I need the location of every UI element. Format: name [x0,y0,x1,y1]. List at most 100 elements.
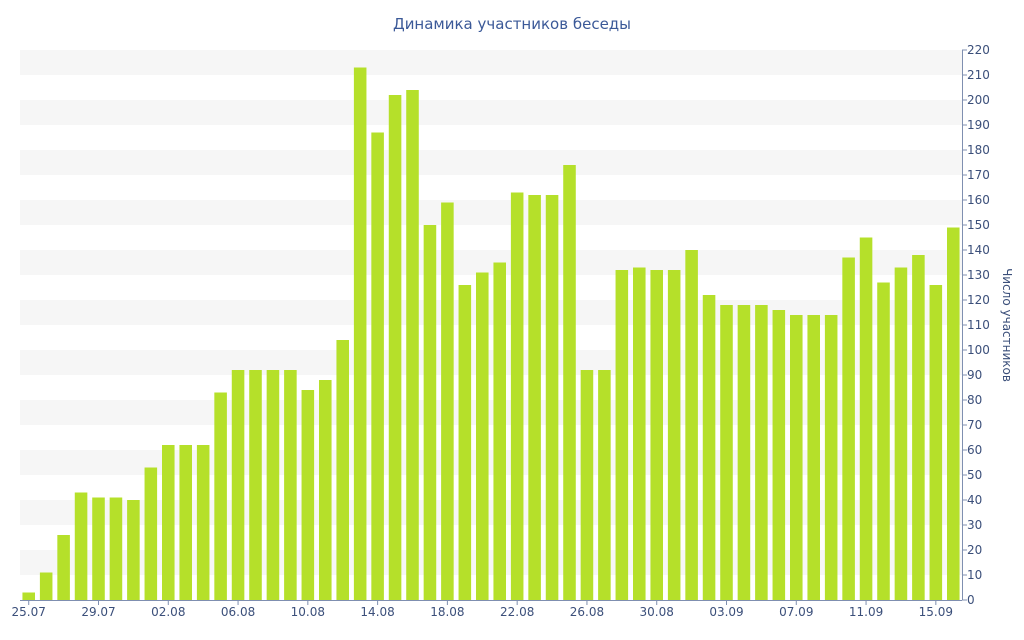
bar-08.08 [266,370,280,600]
bar-16.09 [947,227,960,600]
x-tick-label: 18.08 [430,605,464,619]
bar-18.08 [441,202,454,600]
x-tick-label: 03.09 [709,605,743,619]
y-tick-label: 170 [967,168,990,182]
y-tick-label: 110 [967,318,990,332]
y-tick-label: 30 [967,518,982,532]
bar-11.09 [859,237,873,600]
y-tick-label: 210 [967,68,990,82]
bar-08.09 [807,315,820,600]
bar-20.08 [476,272,489,600]
x-tick-label: 07.09 [779,605,813,619]
bar-03.09 [720,305,733,600]
y-tick-label: 50 [967,468,982,482]
bar-27.08 [598,370,611,600]
bar-15.08 [388,95,402,600]
grid-band [20,100,962,125]
y-tick-label: 150 [967,218,990,232]
bar-29.07 [92,497,105,600]
bar-30.07 [109,497,123,600]
grid-band [20,450,962,475]
x-tick-label: 30.08 [640,605,674,619]
bar-31.08 [667,270,681,600]
grid-band [20,250,962,275]
bar-30.08 [650,270,663,600]
bar-29.08 [633,267,646,600]
bar-02.08 [162,445,175,600]
bar-15.09 [929,285,943,600]
grid-band [20,150,962,175]
bar-26.07 [39,572,53,600]
grid-band [20,200,962,225]
y-tick-label: 180 [967,143,990,157]
x-tick-label: 10.08 [291,605,325,619]
bar-09.08 [284,370,297,600]
y-tick-label: 10 [967,568,982,582]
bar-09.09 [824,315,838,600]
y-tick-label: 80 [967,393,982,407]
bar-10.09 [842,257,855,600]
bar-22.08 [510,192,524,600]
y-tick-label: 40 [967,493,982,507]
bar-01.08 [144,467,158,600]
bar-21.08 [493,262,506,600]
grid-band [20,350,962,375]
y-tick-label: 90 [967,368,982,382]
bar-07.09 [790,315,803,600]
bar-11.08 [319,380,332,600]
bar-16.08 [406,90,419,600]
grid-band [20,550,962,575]
bar-05.09 [755,305,768,600]
bar-28.07 [74,492,88,600]
y-tick-label: 20 [967,543,982,557]
bar-13.09 [894,267,908,600]
x-tick-label: 29.07 [81,605,115,619]
x-tick-label: 14.08 [360,605,394,619]
bar-31.07 [127,500,140,600]
bar-06.08 [231,370,245,600]
bar-02.09 [702,295,716,600]
y-tick-label: 130 [967,268,990,282]
bar-05.08 [214,392,227,600]
bar-03.08 [179,445,192,600]
bar-25.07 [22,592,35,600]
y-tick-label: 140 [967,243,990,257]
bar-26.08 [580,370,594,600]
grid-band [20,500,962,525]
bar-24.08 [545,195,559,600]
y-tick-label: 120 [967,293,990,307]
grid-band [20,400,962,425]
bar-23.08 [528,195,541,600]
x-tick-label: 15.09 [919,605,953,619]
bar-14.09 [912,255,925,600]
bar-28.08 [615,270,629,600]
bar-19.08 [458,285,472,600]
y-tick-label: 60 [967,443,982,457]
x-tick-label: 22.08 [500,605,534,619]
grid-band [20,50,962,75]
bar-13.08 [353,67,367,600]
bar-25.08 [563,165,576,600]
y-tick-label: 0 [967,593,975,607]
x-tick-label: 06.08 [221,605,255,619]
y-tick-label: 190 [967,118,990,132]
chart-title: Динамика участников беседы [393,15,631,33]
y-tick-label: 100 [967,343,990,357]
y-tick-label: 160 [967,193,990,207]
bar-27.07 [57,535,70,600]
bar-12.08 [336,340,349,600]
y-tick-label: 70 [967,418,982,432]
bar-04.08 [196,445,210,600]
x-tick-label: 25.07 [12,605,46,619]
bar-01.09 [685,250,698,600]
x-tick-label: 02.08 [151,605,185,619]
y-axis-label: Число участников [1000,268,1014,382]
grid-band [20,300,962,325]
x-tick-label: 26.08 [570,605,604,619]
bar-07.08 [249,370,262,600]
bar-04.09 [737,305,751,600]
y-tick-label: 220 [967,43,990,57]
bar-06.09 [772,310,786,600]
